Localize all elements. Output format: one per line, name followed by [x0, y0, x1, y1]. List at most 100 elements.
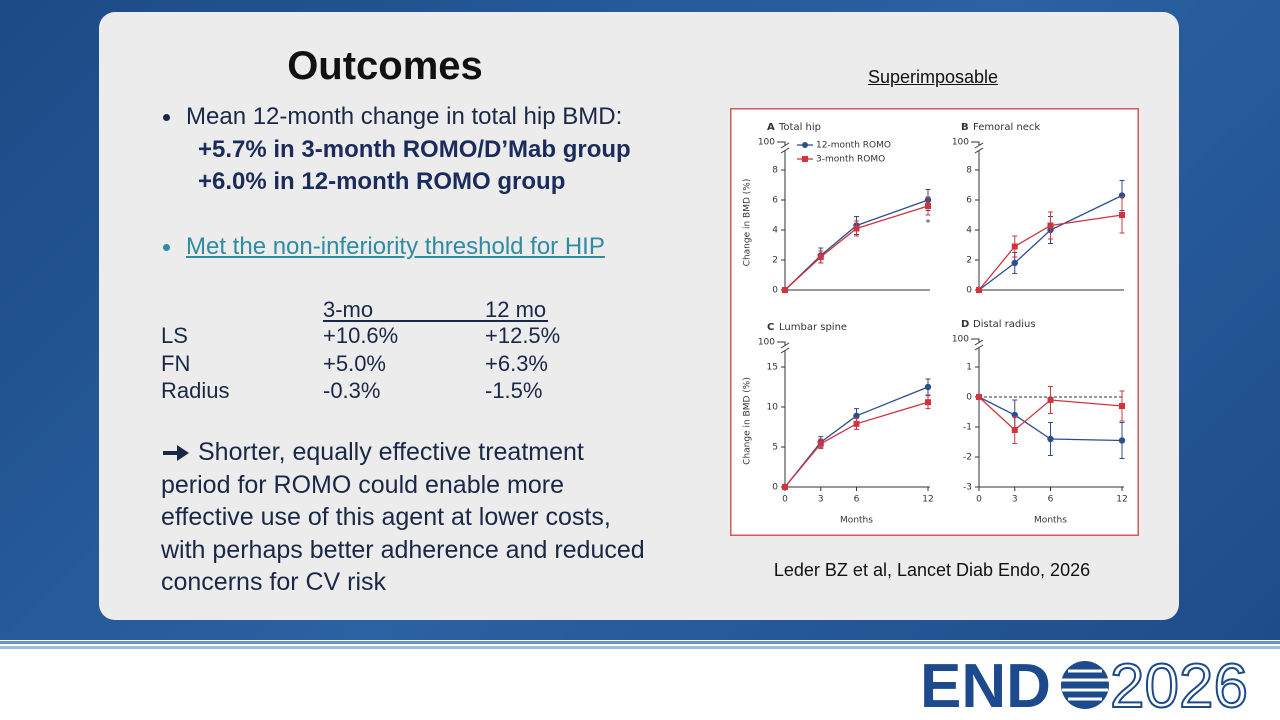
conclusion-line: with perhaps better adherence and reduce… [161, 535, 645, 564]
y-axis [777, 141, 790, 290]
break-tick-label: 100 [758, 138, 775, 148]
logo-left: END [920, 652, 1051, 720]
table-cell: +6.3% [485, 350, 548, 376]
point [853, 412, 860, 419]
panel-title: Femoral neck [973, 122, 1040, 133]
point [1047, 435, 1054, 443]
legend-label: 12-month ROMO [816, 141, 891, 151]
series-line [784, 386, 929, 488]
break-tick-label: 100 [952, 335, 969, 345]
bullet-text: Mean 12-month change in total hip BMD: [186, 103, 623, 130]
x-tick-label: 3 [1012, 495, 1018, 505]
point [976, 394, 982, 400]
footer-band [0, 646, 1280, 649]
point [853, 420, 860, 427]
series-line [978, 396, 1123, 442]
y-tick-label: 8 [966, 166, 972, 176]
x-tick-label: 12 [1116, 495, 1127, 505]
row-label: Radius [161, 378, 230, 403]
point [853, 225, 860, 232]
logo: END 2026 [920, 651, 1249, 720]
panel-title: Total hip [778, 122, 821, 133]
conclusion-line: effective use of this agent at lower cos… [161, 503, 611, 531]
table-cell: -1.5% [485, 378, 543, 403]
bullet [163, 244, 170, 251]
conclusion-line: period for ROMO could enable more [161, 470, 564, 499]
bullet [163, 114, 170, 121]
y-tick-label: 0 [772, 483, 778, 493]
point [925, 203, 931, 209]
point [925, 399, 931, 406]
point [817, 254, 824, 260]
point [1118, 437, 1126, 444]
x-tick-label: 6 [1048, 495, 1054, 505]
y-tick-label: 0 [966, 286, 972, 296]
series-line [784, 205, 929, 291]
y-tick-label: 0 [772, 286, 778, 296]
y-tick-label: 2 [772, 256, 778, 266]
y-tick-label: 6 [966, 196, 972, 206]
panel-title: Lumbar spine [779, 322, 847, 333]
y-tick-label: 6 [772, 196, 778, 206]
y-tick-label: 2 [966, 256, 972, 266]
y-tick-label: -2 [963, 453, 972, 463]
legend-marker [802, 156, 808, 162]
point [817, 440, 824, 447]
panel-letter: D [961, 319, 969, 330]
point [782, 287, 788, 293]
series-line [784, 401, 929, 488]
bullet-link[interactable]: Met the non-inferiority threshold for HI… [186, 233, 605, 260]
series-line [978, 396, 1123, 431]
point [1011, 427, 1018, 433]
series-line [784, 199, 929, 291]
arrow-icon [163, 445, 189, 461]
slide-title: Outcomes [287, 44, 483, 88]
row-label: FN [161, 350, 191, 376]
x-tick-label: 6 [854, 495, 860, 505]
legend-label: 3-month ROMO [816, 155, 885, 165]
point [1047, 397, 1054, 403]
conclusion-line: Shorter, equally effective treatment [198, 438, 584, 466]
y-tick-label: -1 [963, 423, 972, 433]
point [976, 287, 982, 293]
y-axis [971, 141, 984, 290]
y-axis-label: Change in BMD (%) [743, 179, 753, 267]
y-tick-label: 10 [767, 403, 779, 413]
conclusion-line: concerns for CV risk [161, 568, 387, 596]
y-axis [777, 341, 790, 487]
y-tick-label: 1 [966, 363, 972, 373]
row-label: LS [161, 323, 188, 348]
table-cell: +10.6% [323, 323, 399, 348]
annotation: * [926, 219, 931, 229]
point [782, 484, 788, 490]
y-tick-label: 0 [966, 393, 972, 403]
table-rule [323, 320, 548, 322]
point [1011, 243, 1018, 250]
table-cell: -0.3% [323, 378, 381, 403]
y-tick-label: 4 [772, 226, 778, 236]
legend-marker [802, 142, 808, 148]
y-tick-label: 5 [772, 443, 778, 453]
point [1047, 222, 1054, 229]
table-cell: +12.5% [485, 323, 561, 348]
footer-band [0, 641, 1280, 644]
break-tick-label: 100 [758, 338, 775, 348]
logo-right: 2026 [1110, 652, 1248, 720]
y-tick-label: 15 [767, 363, 778, 373]
panel-letter: B [961, 122, 969, 133]
bullet-line: +6.0% in 12-month ROMO group [198, 168, 566, 195]
y-axis [971, 338, 984, 487]
x-axis-label: Months [1034, 516, 1067, 526]
x-tick-label: 3 [818, 495, 824, 505]
point [1119, 403, 1125, 409]
figure-heading: Superimposable [867, 67, 999, 87]
x-axis-label: Months [840, 516, 873, 526]
panel-letter: A [767, 122, 775, 133]
table-cell: +5.0% [323, 350, 386, 376]
point [1011, 259, 1018, 267]
y-axis-label: Change in BMD (%) [743, 377, 753, 465]
y-tick-label: -3 [963, 483, 972, 493]
series-line [978, 194, 1123, 291]
panel-title: Distal radius [973, 319, 1036, 330]
